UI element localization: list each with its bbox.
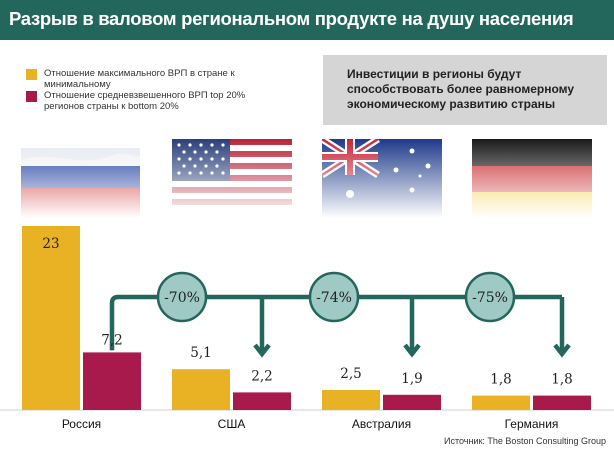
legend-entry-max-min: Отношение максимального ВРП в стране к м… [26, 68, 259, 90]
country-label-russia: Россия [62, 417, 101, 431]
value-label-max-min-usa: 5,1 [190, 345, 211, 361]
germany-flag-image [472, 139, 592, 218]
reduction-circle-usa [156, 271, 208, 323]
bar-top-bottom-russia [83, 352, 141, 410]
value-label-max-min-russia: 23 [42, 236, 59, 252]
source-note: Источник: The Boston Consulting Group [444, 436, 606, 446]
connector-line [109, 294, 562, 351]
reduction-circle-australia [308, 271, 360, 323]
country-label-germany: Германия [505, 417, 559, 431]
value-label-top-bottom-australia: 1,9 [401, 371, 422, 387]
bar-top-bottom-germany [533, 395, 591, 410]
bar-max-min-usa [172, 369, 230, 410]
reduction-circles: -70% -74% -75% [156, 271, 516, 323]
legend-entry-top-bottom: Отношение средневзвешенного ВРП top 20% … [26, 90, 259, 112]
reduction-label-usa: -70% [164, 290, 200, 306]
header-bar: Разрыв в валовом региональном продукте н… [0, 0, 614, 40]
value-label-top-bottom-russia: 7,2 [101, 332, 122, 348]
bar-max-min-russia [22, 226, 80, 410]
russia-flag-image [21, 148, 140, 218]
note-box: Инвестиции в регионы будут способствоват… [323, 55, 607, 125]
bar-top-bottom-usa [233, 392, 291, 410]
country-labels: Россия США Австралия Германия [62, 417, 559, 431]
connector-arrowhead-usa [253, 343, 271, 358]
legend-swatch-crimson [26, 91, 37, 102]
note-text: Инвестиции в регионы будут способствоват… [347, 67, 575, 111]
reduction-connectors [109, 294, 571, 358]
australia-flag-image [322, 139, 442, 218]
legend-swatch-gold [26, 69, 37, 80]
value-label-max-min-germany: 1,8 [490, 372, 511, 388]
value-labels: 23 7,2 5,1 2,2 2,5 1,9 1,8 1,8 [42, 236, 572, 388]
connector-arrowhead-australia [403, 343, 421, 358]
legend-label-top-bottom: Отношение средневзвешенного ВРП top 20% … [44, 90, 246, 112]
reduction-label-germany: -75% [472, 290, 508, 306]
reduction-label-australia: -74% [316, 290, 352, 306]
bar-max-min-germany [472, 395, 530, 410]
country-label-usa: США [218, 417, 246, 431]
value-label-top-bottom-usa: 2,2 [251, 368, 272, 384]
value-label-max-min-australia: 2,5 [340, 366, 361, 382]
value-label-top-bottom-germany: 1,8 [551, 372, 572, 388]
page-title: Разрыв в валовом региональном продукте н… [9, 8, 574, 29]
connector-arrowhead-germany [553, 343, 571, 358]
bar-top-bottom-australia [383, 394, 441, 410]
usa-flag-image [172, 139, 292, 218]
bar-max-min-australia [322, 390, 380, 410]
country-label-australia: Австралия [352, 417, 411, 431]
legend-label-max-min: Отношение максимального ВРП в стране к м… [44, 68, 235, 90]
reduction-circle-germany [464, 271, 516, 323]
bars [22, 226, 591, 410]
